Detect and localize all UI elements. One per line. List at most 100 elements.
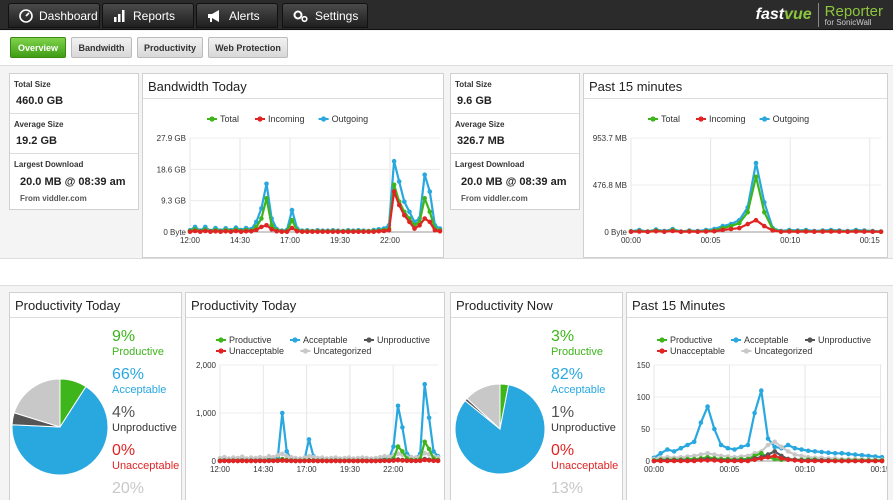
legend-label: Incoming [709, 114, 746, 124]
data-point [233, 228, 239, 234]
data-point [712, 228, 717, 234]
data-point [422, 172, 428, 177]
data-point [208, 229, 213, 234]
x-tick-label: 17:00 [280, 236, 301, 245]
data-point [770, 228, 775, 233]
data-point [725, 445, 731, 451]
data-point [259, 206, 264, 211]
tab-bar: Overview Bandwidth Productivity Web Prot… [0, 31, 893, 66]
data-point [288, 454, 294, 460]
data-point [369, 458, 374, 464]
legend-item-acceptable: Acceptable [731, 335, 789, 345]
y-tick-label: 953.7 MB [593, 134, 627, 143]
legend-label: Total [220, 114, 239, 124]
data-point [725, 458, 731, 464]
bandwidth-today-stats: Total Size 460.0 GB Average Size 19.2 GB… [9, 73, 139, 210]
average-size-value: 19.2 GB [16, 135, 57, 147]
data-point [772, 444, 777, 450]
data-point [435, 458, 441, 464]
data-point [244, 458, 249, 464]
data-point [792, 445, 798, 451]
data-point [820, 229, 825, 234]
data-point [404, 458, 410, 464]
data-point [826, 450, 831, 455]
nav-dashboard-button[interactable]: Dashboard [8, 3, 100, 28]
data-point [819, 449, 824, 455]
x-tick-label: 00:10 [795, 465, 816, 474]
y-tick-label: 27.9 GB [157, 134, 186, 143]
data-point [737, 220, 742, 226]
data-point [342, 458, 347, 464]
nav-alerts-button[interactable]: Alerts [196, 3, 278, 28]
data-point [293, 458, 298, 464]
data-point [288, 458, 294, 464]
data-point [826, 458, 831, 464]
y-tick-label: 100 [637, 393, 651, 402]
nav-reports-button[interactable]: Reports [102, 3, 194, 28]
label-unacceptable: Unacceptable [551, 460, 619, 472]
data-point [799, 447, 804, 452]
data-point [386, 228, 392, 233]
data-point [297, 458, 303, 464]
data-point [431, 458, 436, 464]
data-point [812, 449, 818, 454]
productivity-now-title: Productivity Now [456, 298, 553, 313]
data-point [315, 229, 320, 234]
y-tick-label: 1,000 [196, 409, 217, 418]
y-tick-label: 18.6 GB [157, 165, 186, 174]
data-point [839, 458, 845, 464]
data-point [685, 442, 690, 448]
tab-overview[interactable]: Overview [10, 37, 66, 58]
section-divider [0, 258, 893, 286]
past15-productivity-chart: Productive Acceptable Unproductive Unaccept… [637, 335, 887, 474]
data-point [852, 458, 858, 464]
data-point [239, 454, 245, 459]
data-point [859, 452, 865, 458]
past15-panel: Past 15 minutes Total Incoming Outgoing 00:… [583, 73, 888, 258]
data-point [289, 225, 295, 231]
data-point [745, 221, 750, 227]
data-point [328, 458, 334, 464]
data-point [266, 458, 272, 464]
data-point [280, 410, 285, 416]
data-point [284, 453, 289, 459]
legend-label: Outgoing [773, 114, 810, 124]
top-navigation-bar: Dashboard Reports Alerts Settings fastvu… [0, 0, 893, 30]
nav-settings-button[interactable]: Settings [282, 3, 368, 28]
legend-item-unacceptable: Unacceptable [657, 346, 725, 356]
data-point [705, 458, 710, 463]
data-point [391, 444, 396, 449]
data-point [712, 426, 717, 432]
data-point [306, 458, 312, 464]
x-tick-label: 00:15 [870, 465, 887, 474]
data-point [427, 189, 433, 194]
data-point [772, 439, 777, 445]
data-point [371, 229, 376, 234]
grid-lines [189, 137, 440, 233]
label-productive: Productive [112, 346, 164, 358]
product-name: Reporter [824, 2, 883, 20]
data-point [853, 229, 859, 234]
data-point [417, 458, 423, 464]
data-point [703, 229, 709, 234]
tab-web-protection[interactable]: Web Protection [208, 37, 288, 58]
data-point [280, 451, 285, 457]
data-point [351, 458, 356, 464]
x-tick-label: 00:00 [644, 465, 665, 474]
data-point [812, 458, 818, 464]
y-tick-label: 150 [637, 361, 651, 370]
legend-item-outgoing: Outgoing [759, 114, 810, 124]
data-point [705, 404, 710, 409]
data-point [259, 216, 264, 221]
data-point [792, 452, 798, 457]
largest-download-value: 20.0 MB @ 08:39 am [20, 176, 126, 188]
data-point [305, 229, 310, 234]
tab-bandwidth[interactable]: Bandwidth [71, 37, 132, 58]
data-point [284, 449, 289, 454]
data-point [391, 458, 396, 463]
tab-productivity[interactable]: Productivity [137, 37, 203, 58]
pct-productive: 3% [551, 328, 575, 345]
y-tick-label: 0 [646, 457, 651, 466]
legend-item-unproductive: Unproductive [364, 335, 430, 345]
data-point [718, 458, 724, 464]
